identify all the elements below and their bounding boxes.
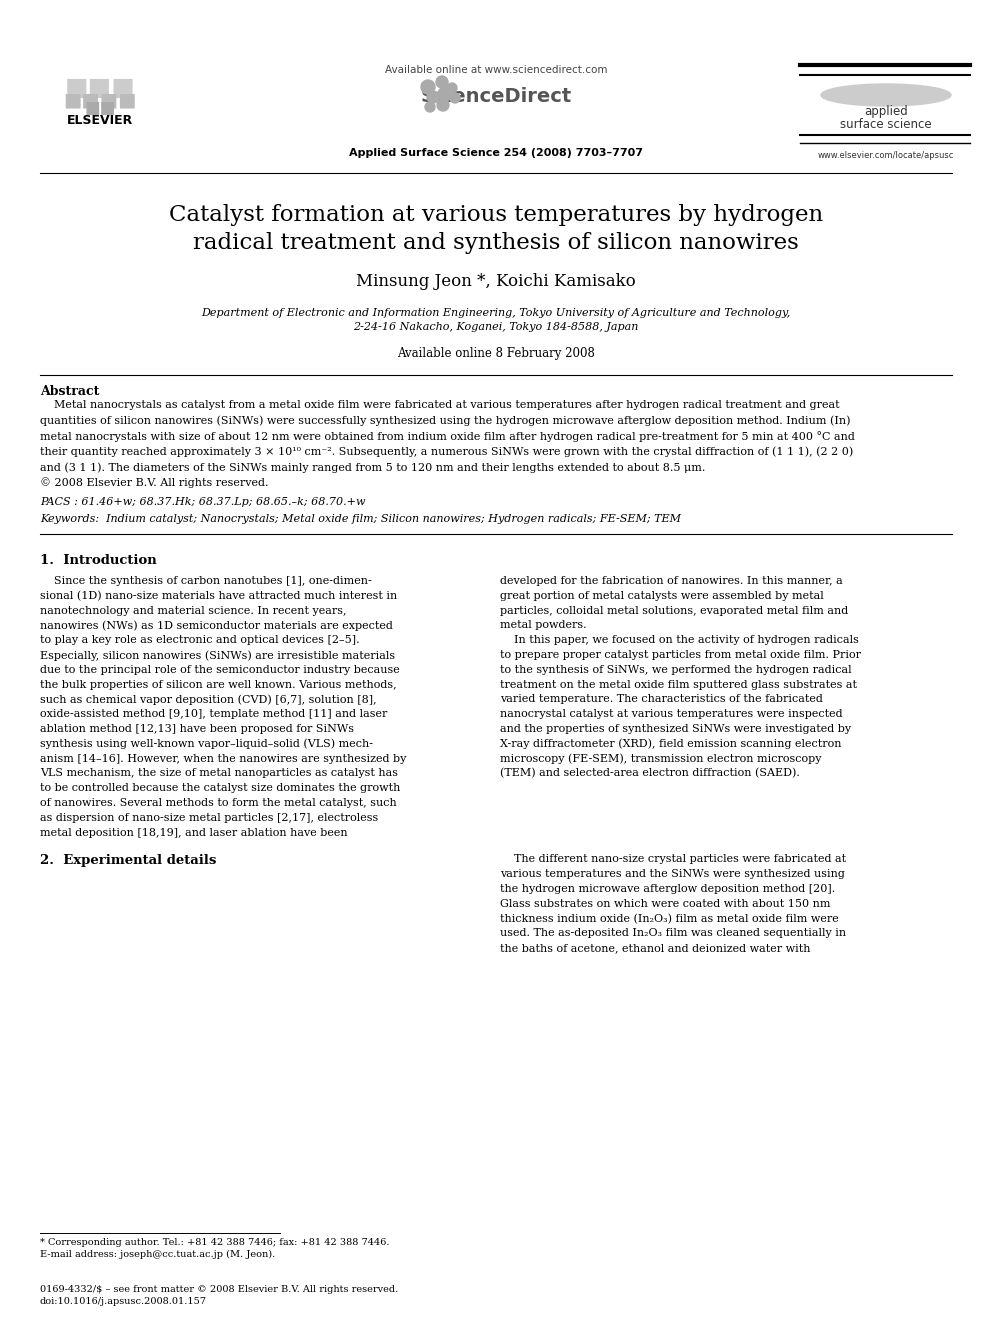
Text: (TEM) and selected-area electron diffraction (SAED).: (TEM) and selected-area electron diffrac… (500, 769, 800, 779)
Text: as dispersion of nano-size metal particles [2,17], electroless: as dispersion of nano-size metal particl… (40, 812, 378, 823)
Text: metal nanocrystals with size of about 12 nm were obtained from indium oxide film: metal nanocrystals with size of about 12… (40, 431, 855, 442)
Circle shape (425, 102, 435, 112)
Text: 2.  Experimental details: 2. Experimental details (40, 855, 216, 868)
Text: due to the principal role of the semiconductor industry because: due to the principal role of the semicon… (40, 664, 400, 675)
Text: synthesis using well-known vapor–liquid–solid (VLS) mech-: synthesis using well-known vapor–liquid–… (40, 738, 373, 749)
Text: Department of Electronic and Information Engineering, Tokyo University of Agricu: Department of Electronic and Information… (201, 308, 791, 318)
Circle shape (450, 93, 460, 103)
Text: applied: applied (864, 106, 908, 119)
Text: 1.  Introduction: 1. Introduction (40, 554, 157, 568)
Text: In this paper, we focused on the activity of hydrogen radicals: In this paper, we focused on the activit… (500, 635, 859, 646)
Text: Applied Surface Science 254 (2008) 7703–7707: Applied Surface Science 254 (2008) 7703–… (349, 148, 643, 157)
Text: of nanowires. Several methods to form the metal catalyst, such: of nanowires. Several methods to form th… (40, 798, 397, 808)
Text: ablation method [12,13] have been proposed for SiNWs: ablation method [12,13] have been propos… (40, 724, 354, 734)
Text: radical treatment and synthesis of silicon nanowires: radical treatment and synthesis of silic… (193, 232, 799, 254)
Text: quantities of silicon nanowires (SiNWs) were successfully synthesized using the : quantities of silicon nanowires (SiNWs) … (40, 415, 850, 426)
Text: various temperatures and the SiNWs were synthesized using: various temperatures and the SiNWs were … (500, 869, 845, 880)
Text: to the synthesis of SiNWs, we performed the hydrogen radical: to the synthesis of SiNWs, we performed … (500, 664, 851, 675)
Text: great portion of metal catalysts were assembled by metal: great portion of metal catalysts were as… (500, 591, 823, 601)
Text: used. The as-deposited In₂O₃ film was cleaned sequentially in: used. The as-deposited In₂O₃ film was cl… (500, 929, 846, 938)
Circle shape (421, 79, 435, 94)
Circle shape (437, 99, 449, 111)
Text: the baths of acetone, ethanol and deionized water with: the baths of acetone, ethanol and deioni… (500, 943, 810, 953)
Text: nanocrystal catalyst at various temperatures were inspected: nanocrystal catalyst at various temperat… (500, 709, 842, 720)
Text: nanowires (NWs) as 1D semiconductor materials are expected: nanowires (NWs) as 1D semiconductor mate… (40, 620, 393, 631)
Text: E-mail address: joseph@cc.tuat.ac.jp (M. Jeon).: E-mail address: joseph@cc.tuat.ac.jp (M.… (40, 1250, 275, 1259)
Text: particles, colloidal metal solutions, evaporated metal film and: particles, colloidal metal solutions, ev… (500, 606, 848, 615)
Text: www.elsevier.com/locate/apsusc: www.elsevier.com/locate/apsusc (817, 151, 954, 160)
Text: Especially, silicon nanowires (SiNWs) are irresistible materials: Especially, silicon nanowires (SiNWs) ar… (40, 650, 395, 660)
Text: VLS mechanism, the size of metal nanoparticles as catalyst has: VLS mechanism, the size of metal nanopar… (40, 769, 398, 778)
Text: ScienceDirect: ScienceDirect (421, 87, 571, 106)
Text: doi:10.1016/j.apsusc.2008.01.157: doi:10.1016/j.apsusc.2008.01.157 (40, 1297, 207, 1306)
Text: to play a key role as electronic and optical devices [2–5].: to play a key role as electronic and opt… (40, 635, 360, 646)
Text: 0169-4332/$ – see front matter © 2008 Elsevier B.V. All rights reserved.: 0169-4332/$ – see front matter © 2008 El… (40, 1285, 398, 1294)
Circle shape (438, 87, 452, 101)
Text: their quantity reached approximately 3 × 10¹⁰ cm⁻². Subsequently, a numerous SiN: their quantity reached approximately 3 ×… (40, 446, 853, 456)
Text: the hydrogen microwave afterglow deposition method [20].: the hydrogen microwave afterglow deposit… (500, 884, 835, 894)
Text: ■■: ■■ (84, 99, 116, 116)
Text: * Corresponding author. Tel.: +81 42 388 7446; fax: +81 42 388 7446.: * Corresponding author. Tel.: +81 42 388… (40, 1238, 390, 1248)
Text: such as chemical vapor deposition (CVD) [6,7], solution [8],: such as chemical vapor deposition (CVD) … (40, 695, 377, 705)
Text: Available online 8 February 2008: Available online 8 February 2008 (397, 347, 595, 360)
Text: ELSEVIER: ELSEVIER (66, 114, 133, 127)
Text: sional (1D) nano-size materials have attracted much interest in: sional (1D) nano-size materials have att… (40, 591, 397, 601)
Text: ■■■: ■■■ (64, 75, 136, 101)
Text: Catalyst formation at various temperatures by hydrogen: Catalyst formation at various temperatur… (169, 204, 823, 226)
Text: Metal nanocrystals as catalyst from a metal oxide film were fabricated at variou: Metal nanocrystals as catalyst from a me… (40, 400, 839, 410)
Text: oxide-assisted method [9,10], template method [11] and laser: oxide-assisted method [9,10], template m… (40, 709, 387, 720)
Text: varied temperature. The characteristics of the fabricated: varied temperature. The characteristics … (500, 695, 823, 704)
Text: Keywords:  Indium catalyst; Nanocrystals; Metal oxide film; Silicon nanowires; H: Keywords: Indium catalyst; Nanocrystals;… (40, 515, 681, 524)
Text: Since the synthesis of carbon nanotubes [1], one-dimen-: Since the synthesis of carbon nanotubes … (40, 576, 372, 586)
Text: microscopy (FE-SEM), transmission electron microscopy: microscopy (FE-SEM), transmission electr… (500, 754, 821, 765)
Text: Available online at www.sciencedirect.com: Available online at www.sciencedirect.co… (385, 65, 607, 75)
Circle shape (447, 83, 457, 93)
Text: Minsung Jeon *, Koichi Kamisako: Minsung Jeon *, Koichi Kamisako (356, 274, 636, 291)
Ellipse shape (821, 83, 951, 106)
Text: surface science: surface science (840, 119, 931, 131)
Text: and the properties of synthesized SiNWs were investigated by: and the properties of synthesized SiNWs … (500, 724, 851, 734)
Circle shape (427, 91, 439, 103)
Text: treatment on the metal oxide film sputtered glass substrates at: treatment on the metal oxide film sputte… (500, 680, 857, 689)
Text: ■■■■: ■■■■ (63, 90, 137, 110)
Circle shape (436, 75, 448, 89)
Text: developed for the fabrication of nanowires. In this manner, a: developed for the fabrication of nanowir… (500, 576, 843, 586)
Text: nanotechnology and material science. In recent years,: nanotechnology and material science. In … (40, 606, 346, 615)
Text: PACS : 61.46+w; 68.37.Hk; 68.37.Lp; 68.65.–k; 68.70.+w: PACS : 61.46+w; 68.37.Hk; 68.37.Lp; 68.6… (40, 497, 365, 507)
Text: Abstract: Abstract (40, 385, 99, 398)
Text: The different nano-size crystal particles were fabricated at: The different nano-size crystal particle… (500, 855, 846, 864)
Text: anism [14–16]. However, when the nanowires are synthesized by: anism [14–16]. However, when the nanowir… (40, 754, 407, 763)
Text: metal deposition [18,19], and laser ablation have been: metal deposition [18,19], and laser abla… (40, 828, 347, 837)
Text: 2-24-16 Nakacho, Koganei, Tokyo 184-8588, Japan: 2-24-16 Nakacho, Koganei, Tokyo 184-8588… (353, 321, 639, 332)
Text: to prepare proper catalyst particles from metal oxide film. Prior: to prepare proper catalyst particles fro… (500, 650, 861, 660)
Text: © 2008 Elsevier B.V. All rights reserved.: © 2008 Elsevier B.V. All rights reserved… (40, 478, 269, 488)
Text: metal powders.: metal powders. (500, 620, 586, 630)
Text: to be controlled because the catalyst size dominates the growth: to be controlled because the catalyst si… (40, 783, 401, 794)
Text: X-ray diffractometer (XRD), field emission scanning electron: X-ray diffractometer (XRD), field emissi… (500, 738, 841, 749)
Text: and (3 1 1). The diameters of the SiNWs mainly ranged from 5 to 120 nm and their: and (3 1 1). The diameters of the SiNWs … (40, 462, 705, 472)
Text: Glass substrates on which were coated with about 150 nm: Glass substrates on which were coated wi… (500, 898, 830, 909)
Text: thickness indium oxide (In₂O₃) film as metal oxide film were: thickness indium oxide (In₂O₃) film as m… (500, 914, 839, 923)
Text: the bulk properties of silicon are well known. Various methods,: the bulk properties of silicon are well … (40, 680, 397, 689)
